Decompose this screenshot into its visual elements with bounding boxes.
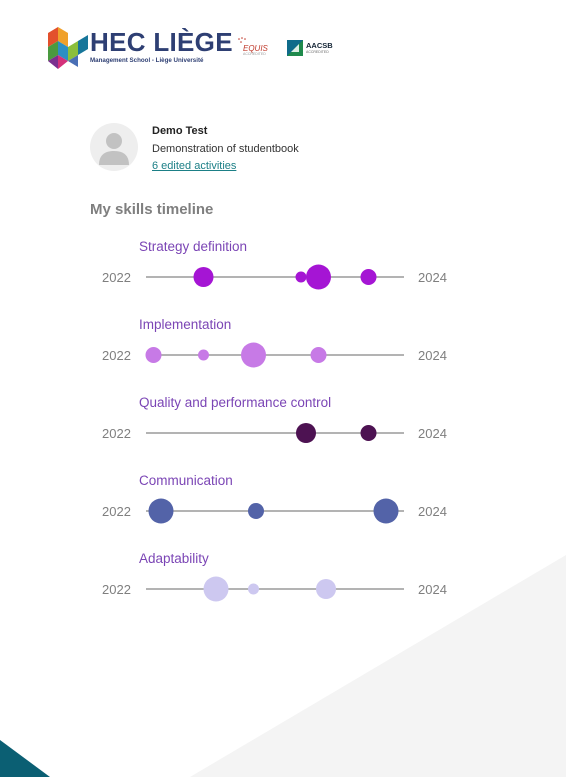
activity-dot[interactable] — [310, 347, 327, 363]
edited-activities-link[interactable]: 6 edited activities — [152, 160, 237, 172]
skill-track — [146, 498, 404, 524]
activity-dot[interactable] — [241, 342, 266, 368]
aacsb-logo: AACSB ACCREDITED — [287, 38, 343, 58]
end-year: 2024 — [418, 582, 447, 597]
skill-label: Adaptability — [139, 551, 209, 566]
activity-dot[interactable] — [373, 498, 399, 524]
activity-dot[interactable] — [360, 425, 377, 441]
activity-dot[interactable] — [148, 498, 174, 524]
hec-logo-subtitle: Management School - Liège Université — [90, 57, 204, 64]
end-year: 2024 — [418, 270, 447, 285]
equis-stars-icon — [238, 37, 246, 43]
activity-dot[interactable] — [203, 576, 229, 602]
aacsb-sub: ACCREDITED — [306, 50, 329, 54]
activity-dot[interactable] — [198, 349, 209, 361]
profile-name: Demo Test — [152, 125, 208, 137]
start-year: 2022 — [102, 270, 131, 285]
skill-label: Quality and performance control — [139, 395, 332, 410]
skill-track — [146, 423, 404, 443]
avatar — [90, 123, 138, 171]
activity-dot[interactable] — [145, 347, 162, 363]
end-year: 2024 — [418, 504, 447, 519]
start-year: 2022 — [102, 348, 131, 363]
start-year: 2022 — [102, 582, 131, 597]
user-avatar-icon — [99, 133, 129, 165]
activity-dot[interactable] — [248, 583, 259, 595]
skills-timeline-title: My skills timeline — [90, 201, 214, 218]
activity-dot[interactable] — [193, 267, 214, 287]
activity-dot[interactable] — [306, 264, 331, 290]
end-year: 2024 — [418, 348, 447, 363]
start-year: 2022 — [102, 426, 131, 441]
skill-track — [146, 576, 404, 602]
skill-track — [145, 342, 404, 368]
hec-logo-mark-icon — [48, 27, 88, 69]
end-year: 2024 — [418, 426, 447, 441]
skill-label: Strategy definition — [139, 239, 248, 254]
skill-timeline: Communication 2022 2024 — [0, 473, 566, 533]
equis-label: EQUIS — [243, 44, 268, 53]
activity-dot[interactable] — [360, 269, 377, 285]
skill-timeline: Strategy definition 2022 2024 — [0, 239, 566, 299]
activity-dot[interactable] — [296, 423, 316, 443]
equis-sub: ACCREDITED — [243, 52, 266, 56]
hec-liege-logo[interactable]: HEC LIÈGE Management School - Liège Univ… — [48, 27, 233, 69]
activity-dot[interactable] — [295, 271, 307, 283]
hec-logo-title: HEC LIÈGE — [90, 27, 233, 57]
skill-label: Communication — [139, 473, 233, 488]
activity-dot[interactable] — [316, 579, 336, 599]
skill-label: Implementation — [139, 317, 232, 332]
start-year: 2022 — [102, 504, 131, 519]
skill-timeline: Implementation 2022 2024 — [0, 317, 566, 377]
aacsb-label: AACSB — [306, 41, 333, 50]
aacsb-mark-icon — [287, 40, 303, 56]
skill-timeline: Quality and performance control 2022 202… — [0, 395, 566, 455]
skill-timeline: Adaptability 2022 2024 — [0, 551, 566, 611]
skill-track — [146, 264, 404, 290]
activity-dot[interactable] — [248, 503, 264, 519]
equis-logo: EQUIS ACCREDITED — [236, 36, 274, 58]
profile-description: Demonstration of studentbook — [152, 143, 299, 155]
